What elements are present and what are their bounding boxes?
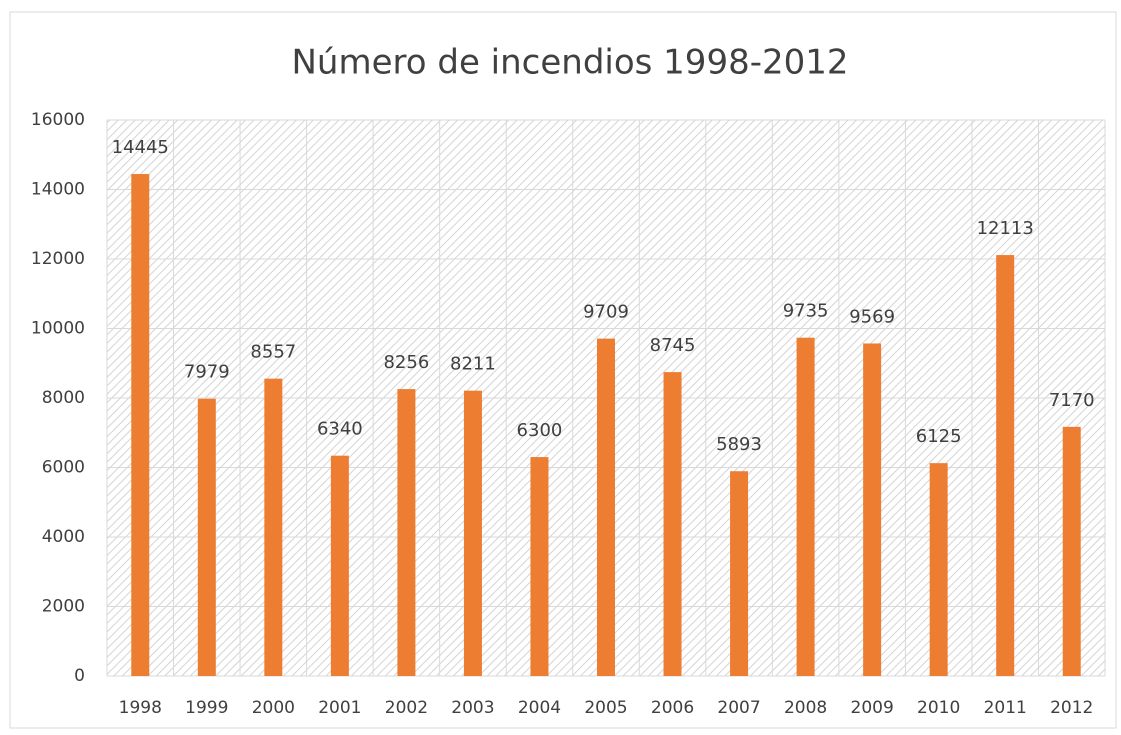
x-tick-label: 2005 <box>584 698 627 718</box>
data-label: 5893 <box>716 434 762 455</box>
data-label: 8211 <box>450 354 496 375</box>
x-tick-label: 1999 <box>185 698 228 718</box>
y-tick-label: 2000 <box>42 597 85 617</box>
x-tick-label: 2009 <box>851 698 894 718</box>
y-tick-label: 10000 <box>31 319 85 339</box>
x-tick-label: 2007 <box>717 698 760 718</box>
data-label: 9569 <box>849 306 895 327</box>
x-tick-label: 2002 <box>385 698 428 718</box>
bar <box>131 174 150 676</box>
x-tick-label: 2004 <box>518 698 561 718</box>
x-tick-label: 1998 <box>119 698 162 718</box>
data-label: 6125 <box>916 426 962 447</box>
bar <box>663 372 682 676</box>
y-tick-label: 4000 <box>42 527 85 547</box>
data-label: 14445 <box>112 137 169 158</box>
x-tick-label: 2003 <box>451 698 494 718</box>
data-label: 9709 <box>583 302 629 323</box>
bar <box>996 255 1015 677</box>
bar <box>796 337 815 676</box>
bar <box>197 398 216 676</box>
y-tick-label: 16000 <box>31 110 85 130</box>
y-tick-label: 14000 <box>31 180 85 200</box>
x-tick-label: 2001 <box>318 698 361 718</box>
bar <box>597 338 615 676</box>
y-tick-label: 6000 <box>42 458 85 478</box>
bar <box>463 390 482 676</box>
y-tick-label: 8000 <box>42 388 85 408</box>
x-tick-label: 2000 <box>252 698 295 718</box>
data-label: 7170 <box>1049 390 1095 411</box>
x-tick-label: 2012 <box>1050 698 1093 718</box>
data-label: 8745 <box>650 335 696 356</box>
bar <box>330 455 349 676</box>
bar <box>530 457 549 676</box>
x-tick-label: 2010 <box>917 698 960 718</box>
data-label: 8256 <box>383 352 429 373</box>
y-tick-label: 0 <box>74 666 85 686</box>
data-label: 8557 <box>250 342 296 363</box>
x-tick-label: 2006 <box>651 698 694 718</box>
data-label: 7979 <box>184 362 230 383</box>
bar <box>863 343 882 676</box>
chart-title: Número de incendios 1998-2012 <box>292 43 849 83</box>
x-tick-label: 2011 <box>984 698 1027 718</box>
data-label: 6340 <box>317 419 363 440</box>
chart-frame <box>9 11 1117 729</box>
bar <box>397 389 416 676</box>
bar <box>929 463 948 676</box>
bar <box>730 471 749 676</box>
data-label: 9735 <box>783 301 829 322</box>
bar <box>264 378 283 676</box>
data-label: 6300 <box>517 420 563 441</box>
bar <box>1062 426 1081 676</box>
data-label: 12113 <box>977 218 1034 239</box>
y-tick-label: 12000 <box>31 249 85 269</box>
x-tick-label: 2008 <box>784 698 827 718</box>
